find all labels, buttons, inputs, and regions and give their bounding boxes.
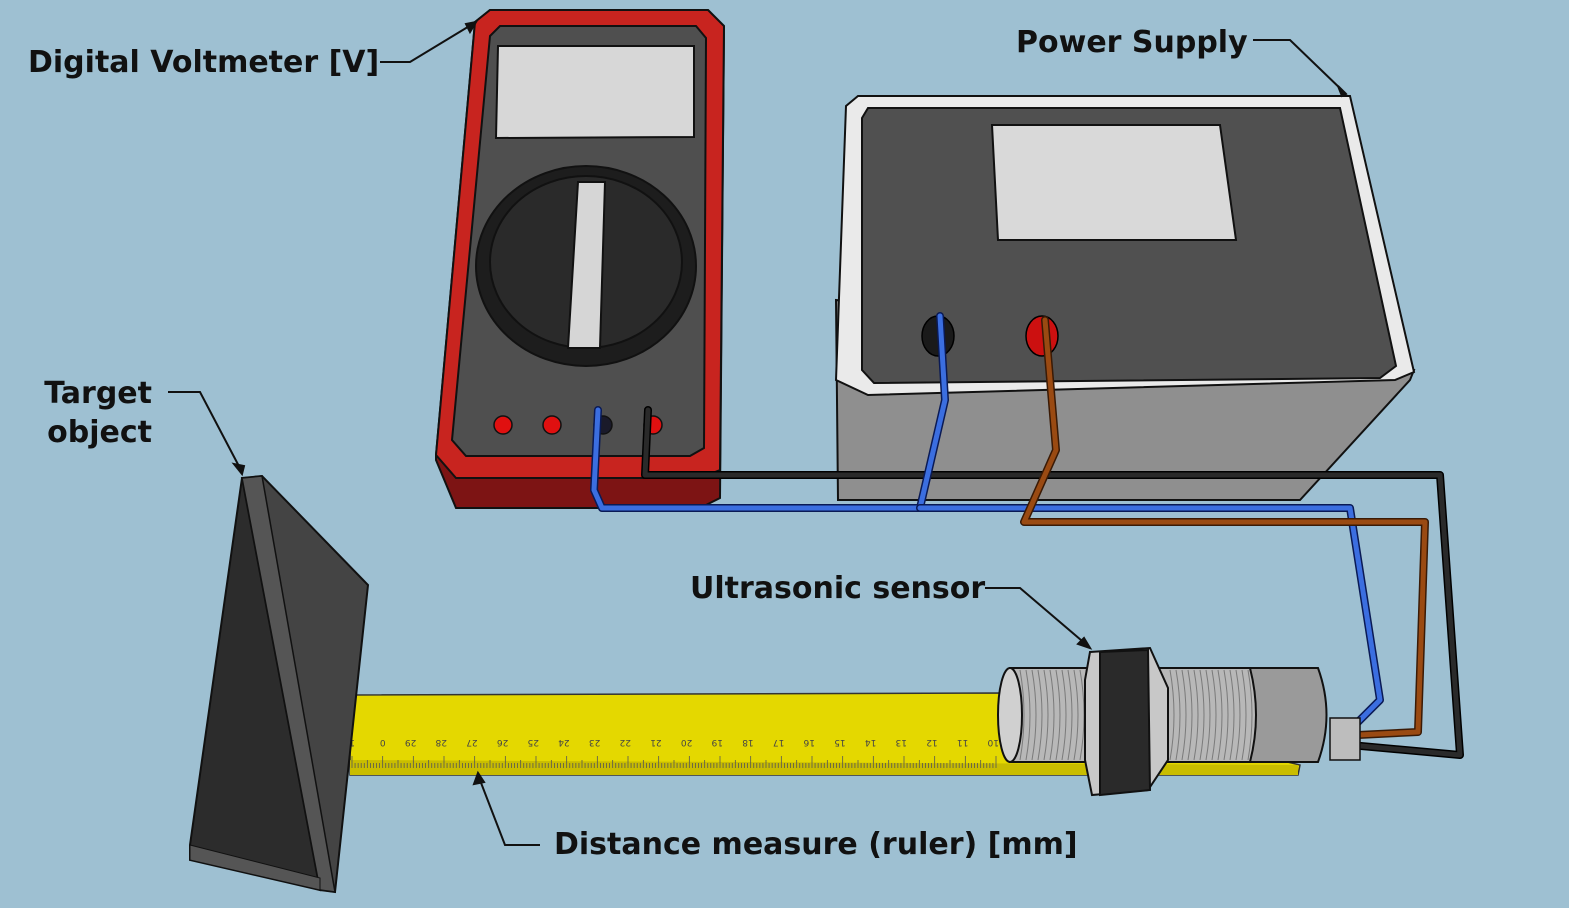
thread-line	[1049, 669, 1055, 761]
digital-voltmeter	[434, 9, 726, 509]
ruler-number: 19	[711, 737, 723, 747]
thread-line	[1073, 669, 1079, 761]
thread-line	[1241, 669, 1247, 761]
sensor-thread	[1013, 669, 1253, 761]
pointer-lines	[168, 20, 1348, 846]
thread-line	[1229, 669, 1235, 761]
ruler-number: 17	[773, 737, 784, 747]
ruler-number: 12	[926, 737, 937, 747]
thread-line	[1187, 669, 1193, 761]
power-supply-display	[990, 124, 1238, 241]
ruler-arrowhead	[472, 770, 486, 786]
target-label-line1: Target	[44, 376, 152, 411]
thread-line	[1193, 669, 1199, 761]
ruler-number: 1	[349, 737, 355, 747]
thread-line	[1181, 669, 1187, 761]
ruler-number: 21	[650, 737, 661, 747]
thread-line	[1043, 669, 1049, 761]
voltmeter-display	[494, 45, 695, 140]
thread-line	[1247, 669, 1253, 761]
thread-line	[1205, 669, 1211, 761]
ultrasonic-sensor	[997, 646, 1361, 797]
ruler-number: 25	[528, 737, 539, 747]
target-label: Target object	[40, 374, 152, 452]
thread-line	[1037, 669, 1043, 761]
thread-line	[1217, 669, 1223, 761]
voltmeter-arrowhead	[464, 20, 479, 35]
ruler-ticks	[351, 756, 997, 768]
power-supply-label: Power Supply	[1016, 25, 1248, 60]
thread-line	[1031, 669, 1037, 761]
ruler-number: 11	[957, 737, 968, 747]
voltmeter-label: Digital Voltmeter [V]	[28, 45, 380, 80]
thread-line	[1061, 669, 1067, 761]
thread-line	[1235, 669, 1241, 761]
ruler-number: 26	[497, 737, 509, 747]
ruler-number: 16	[803, 737, 815, 747]
power-supply	[834, 95, 1416, 501]
target-label-line2: object	[47, 415, 152, 450]
ruler-number: 20	[681, 737, 693, 747]
ruler-number: 27	[466, 737, 477, 747]
sensor-label: Ultrasonic sensor	[690, 571, 986, 606]
ruler-number: 24	[558, 737, 570, 747]
ruler-numbers: 1 0 29 28 27 26 25 24 23 22 21 20 19 18 17 16 15 14 13 12 11…	[349, 737, 999, 747]
ruler-label: Distance measure (ruler) [mm]	[554, 827, 1078, 862]
target-object	[189, 474, 370, 894]
sensor-arrowhead	[1076, 636, 1093, 650]
ruler-number: 22	[620, 737, 631, 747]
ruler-number: 15	[834, 737, 845, 747]
ruler-number: 0	[380, 737, 386, 747]
ruler-number: 14	[865, 737, 877, 747]
target-arrowhead	[231, 462, 246, 477]
wires	[590, 312, 1464, 759]
thread-line	[1223, 669, 1229, 761]
thread-line	[1067, 669, 1073, 761]
ruler-number: 28	[435, 737, 447, 747]
ruler-number: 13	[896, 737, 907, 747]
thread-line	[1055, 669, 1061, 761]
ruler-number: 29	[405, 737, 417, 747]
power-supply-arrowhead	[1337, 85, 1348, 98]
thread-line	[1025, 669, 1031, 761]
thread-line	[1199, 669, 1205, 761]
thread-line	[1175, 669, 1181, 761]
thread-line	[1211, 669, 1217, 761]
ruler-number: 23	[589, 737, 600, 747]
ruler-number: 18	[742, 737, 754, 747]
thread-line	[1169, 669, 1175, 761]
ruler-number: 10	[987, 737, 999, 747]
thread-line	[1019, 669, 1025, 761]
